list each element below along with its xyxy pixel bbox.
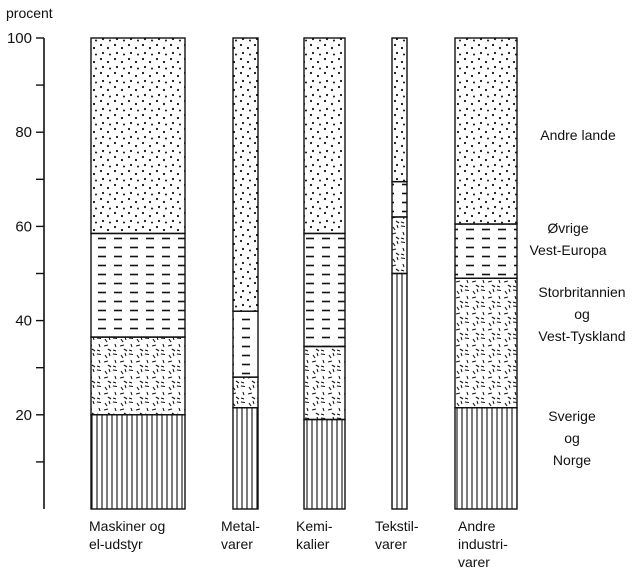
series-labels: Sverige og Norge Storbritannien og Vest-Tyskl… [529,127,625,468]
category-label: Maskiner og [89,518,165,534]
category-label: varer [375,536,407,552]
series-label: Norge [553,452,591,468]
category-label: industri- [458,536,508,552]
category-label: el-udstyr [89,536,143,552]
bar-segment [90,414,186,510]
category-labels: Maskiner og el-udstyr Metal-varer Kemi-kali… [89,518,508,570]
y-tick-label: 40 [15,313,32,330]
bar-segment [454,37,518,225]
bar-segment [232,37,259,312]
category-label: varer [221,536,253,552]
y-tick-label: 20 [15,407,32,424]
bar-segment [391,180,408,218]
category-label: Tekstil- [375,518,419,534]
bar-segment [391,216,408,275]
category-label: kalier [296,536,330,552]
category-label: varer [458,554,490,570]
bar-segment [90,336,186,416]
bar-segment [232,407,259,510]
y-axis-ticks: 20 40 60 80 100 [7,30,44,463]
bar-segment [303,232,346,348]
series-label: og [564,430,580,446]
bar-segment [454,223,518,279]
bar-segment [232,310,259,378]
bar-segment [391,37,408,183]
series-label: Andre lande [540,127,616,143]
y-tick-label: 80 [15,124,32,141]
series-label: Vest-Europa [529,242,606,258]
series-label: Vest-Tyskland [538,328,625,344]
y-tick-label: 60 [15,218,32,235]
bar-segment [303,418,346,510]
bar-segment [303,37,346,235]
series-label: Sverige [548,408,596,424]
category-label: Andre [458,518,496,534]
bar-segment [303,345,346,421]
series-label: og [574,306,590,322]
bar-segment [90,37,186,235]
bar-segment [232,376,259,409]
y-tick-label: 100 [7,30,32,47]
category-label: Kemi- [296,518,333,534]
bar-segment [454,407,518,510]
series-label: Storbritannien [538,284,625,300]
bar-segment [454,277,518,409]
bars-group [90,37,518,510]
series-label: Øvrige [547,220,588,236]
y-axis-unit-label: procent [6,5,53,21]
bar-segment [391,272,408,510]
category-label: Metal- [221,518,260,534]
bar-segment [90,232,186,338]
